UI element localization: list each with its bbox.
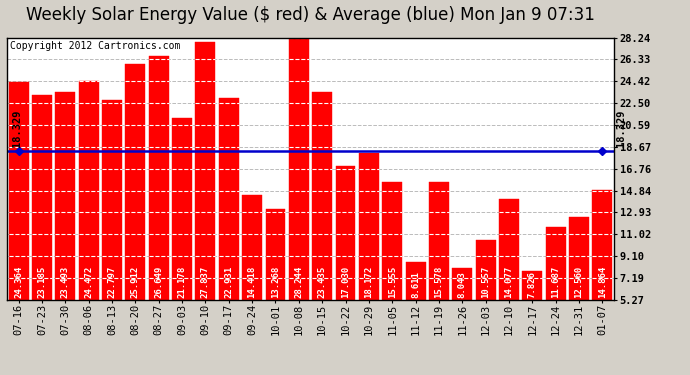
Text: 22.797: 22.797 (108, 266, 117, 298)
Bar (359, 153, 379, 300)
Text: 21.178: 21.178 (177, 266, 186, 298)
Text: 22.931: 22.931 (224, 266, 233, 298)
Text: 23.493: 23.493 (61, 266, 70, 298)
Bar (593, 190, 612, 300)
Bar (149, 56, 168, 300)
Bar (406, 262, 426, 300)
Text: 27.837: 27.837 (201, 266, 210, 298)
Bar (79, 81, 99, 300)
Bar (289, 38, 308, 300)
Bar (9, 82, 28, 300)
Bar (219, 98, 239, 300)
Text: 18.329: 18.329 (12, 110, 22, 147)
Text: 14.418: 14.418 (248, 266, 257, 298)
Bar (313, 92, 332, 300)
Bar (475, 240, 495, 300)
Text: 10.557: 10.557 (481, 266, 490, 298)
Text: 15.555: 15.555 (388, 266, 397, 298)
Text: 18.329: 18.329 (616, 110, 627, 147)
Text: 24.364: 24.364 (14, 266, 23, 298)
Text: 14.864: 14.864 (598, 266, 607, 298)
Bar (499, 200, 519, 300)
Text: 13.268: 13.268 (271, 266, 280, 298)
Bar (242, 195, 262, 300)
Text: 15.578: 15.578 (435, 266, 444, 298)
Bar (266, 209, 286, 300)
Bar (126, 64, 146, 300)
Bar (55, 92, 75, 300)
Bar (335, 166, 355, 300)
Text: 17.030: 17.030 (341, 266, 350, 298)
Bar (32, 95, 52, 300)
Text: 26.649: 26.649 (154, 266, 164, 298)
Text: 23.185: 23.185 (37, 266, 46, 298)
Text: 11.687: 11.687 (551, 266, 560, 298)
Bar (522, 271, 542, 300)
Bar (195, 42, 215, 300)
Text: 7.826: 7.826 (528, 272, 537, 298)
Text: 18.172: 18.172 (364, 266, 373, 298)
Text: 8.043: 8.043 (457, 272, 467, 298)
Text: Copyright 2012 Cartronics.com: Copyright 2012 Cartronics.com (10, 42, 180, 51)
Bar (429, 182, 449, 300)
Text: 8.611: 8.611 (411, 272, 420, 298)
Text: 25.912: 25.912 (131, 266, 140, 298)
Bar (102, 100, 122, 300)
Bar (569, 217, 589, 300)
Text: 28.244: 28.244 (295, 266, 304, 298)
Text: 14.077: 14.077 (504, 266, 513, 298)
Bar (546, 226, 566, 300)
Text: 23.435: 23.435 (317, 266, 326, 298)
Bar (172, 118, 192, 300)
Bar (382, 183, 402, 300)
Text: 12.560: 12.560 (575, 266, 584, 298)
Bar (453, 268, 472, 300)
Text: Weekly Solar Energy Value ($ red) & Average (blue) Mon Jan 9 07:31: Weekly Solar Energy Value ($ red) & Aver… (26, 6, 595, 24)
Text: 24.472: 24.472 (84, 266, 93, 298)
